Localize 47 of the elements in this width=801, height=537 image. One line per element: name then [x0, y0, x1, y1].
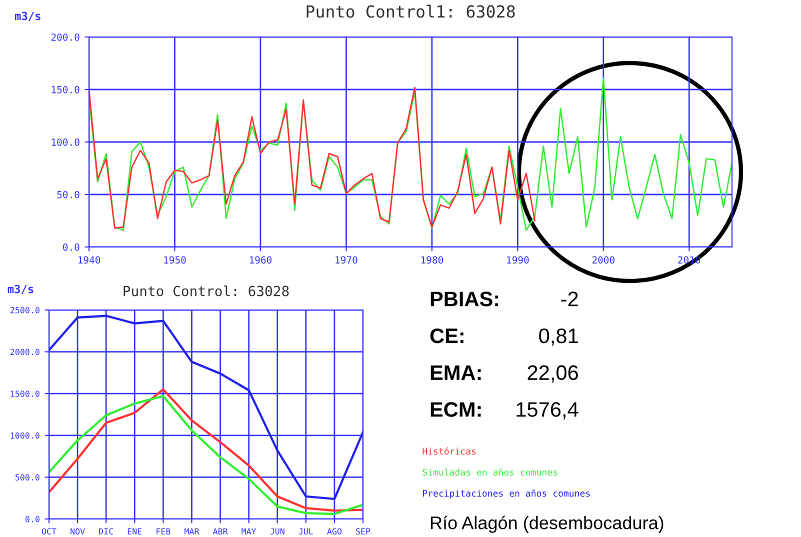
y-tick-label: 150.0 — [52, 86, 80, 94]
x-tick-label: 1950 — [164, 256, 186, 264]
y-tick-label: 500.0 — [15, 474, 40, 481]
x-tick-label: SEP — [356, 528, 370, 535]
x-tick-label: OCT — [42, 528, 56, 535]
x-tick-label: JUN — [270, 528, 284, 535]
text: ECM: — [430, 402, 481, 417]
text: Precipitaciones en años comunes — [422, 490, 590, 498]
y-tick-label: 50.0 — [57, 191, 80, 198]
x-tick-label: ENE — [128, 528, 142, 534]
y-tick-label: 2500.0 — [10, 307, 40, 314]
text: EMA: — [430, 365, 481, 380]
text: Simuladas en años comunes — [422, 468, 558, 476]
text: 22,06 — [528, 365, 578, 382]
x-tick-label: NOV — [70, 528, 85, 535]
text: PBIAS: — [430, 292, 498, 306]
y-tick-label: 2000.0 — [10, 348, 40, 356]
x-tick-label: 1990 — [507, 256, 529, 264]
x-tick-label: 2000 — [592, 256, 614, 264]
x-tick-label: 1940 — [78, 256, 100, 264]
x-tick-label: 1970 — [336, 256, 358, 264]
text: Históricas — [422, 447, 476, 455]
text: 0,81 — [539, 328, 578, 346]
y-tick-label: 0.0 — [63, 244, 80, 251]
chart-title: Punto Control1: 63028 — [306, 4, 515, 18]
x-tick-label: ABR — [212, 528, 228, 534]
x-tick-label: JUL — [298, 528, 314, 535]
x-tick-label: MAR — [184, 528, 200, 534]
x-tick-label: 1980 — [421, 256, 444, 264]
text: CE: — [430, 328, 464, 344]
text: -2 — [561, 292, 578, 306]
x-tick-label: DIC — [99, 528, 113, 535]
y-tick-label: 100.0 — [52, 138, 80, 146]
x-tick-label: MAY — [242, 528, 256, 534]
chart-title: Punto Control: 63028 — [124, 285, 289, 296]
x-tick-label: 1960 — [250, 256, 272, 264]
y-tick-label: 1500.0 — [10, 390, 40, 397]
x-tick-label: AGO — [327, 528, 342, 535]
y-tick-label: 200.0 — [51, 34, 80, 41]
y-tick-label: 0.0 — [25, 516, 40, 522]
text: Río Alagón (desembocadura) — [430, 516, 664, 533]
line-series — [89, 86, 536, 229]
y-axis-title: m3/s — [14, 12, 40, 22]
y-tick-label: 1000.0 — [10, 432, 40, 439]
x-tick-label: FEB — [156, 528, 170, 534]
text: 1576,4 — [516, 402, 578, 420]
y-axis-title: m3/s — [8, 284, 34, 294]
